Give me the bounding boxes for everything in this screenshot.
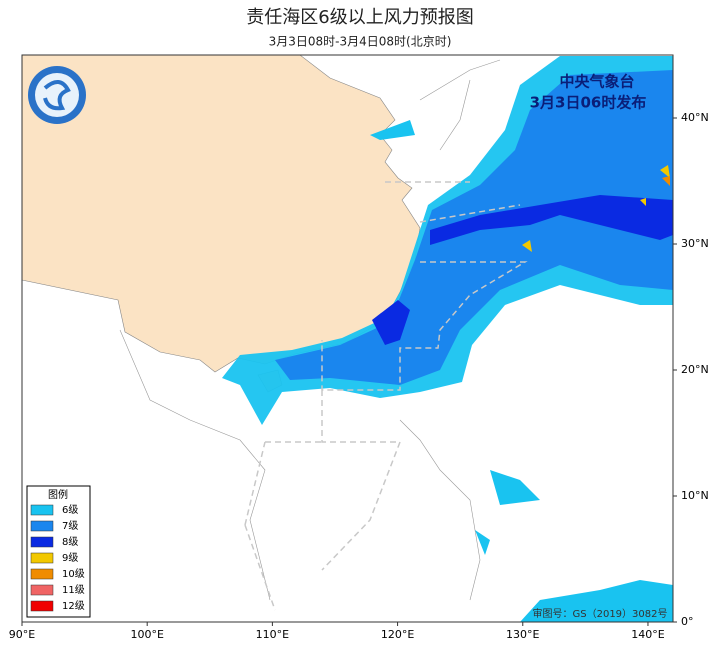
x-tick-label: 140°E <box>631 628 664 641</box>
legend-swatch <box>30 584 54 596</box>
wind-zone-10 <box>662 176 670 186</box>
x-tick-label: 90°E <box>9 628 35 641</box>
map-frame <box>21 54 674 623</box>
y-tick-label: 0° <box>681 615 694 628</box>
map-body <box>21 54 674 623</box>
legend-label: 10级 <box>62 568 85 580</box>
legend: 图例 6级 7级 8级 9级 10级 11级 12级 <box>26 485 91 618</box>
legend-label: 9级 <box>62 552 78 564</box>
legend-label: 6级 <box>62 504 78 516</box>
legend-swatch <box>30 536 54 548</box>
x-tick-label: 100°E <box>130 628 163 641</box>
legend-swatch <box>30 568 54 580</box>
legend-label: 8级 <box>62 536 78 548</box>
subtitle: 3月3日08时-3月4日08时(北京时) <box>269 35 452 49</box>
logo-core <box>35 73 79 117</box>
x-tick-label: 120°E <box>381 628 414 641</box>
approval-number: 审图号：GS（2019）3082号 <box>533 607 668 620</box>
issue-time: 3月3日06时发布 <box>530 94 647 112</box>
legend-swatch <box>30 520 54 532</box>
legend-swatch <box>30 504 54 516</box>
legend-label: 11级 <box>62 584 85 596</box>
logo-mark <box>43 80 71 111</box>
logo <box>28 66 86 124</box>
sea-area-boundaries <box>244 181 528 611</box>
y-tick-label: 10°N <box>681 489 709 502</box>
wind-zone-8 <box>372 195 673 345</box>
y-tick-label: 30°N <box>681 237 709 250</box>
legend-label: 12级 <box>62 600 85 612</box>
legend-swatch <box>30 552 54 564</box>
y-tick-label: 20°N <box>681 363 709 376</box>
issuer-agency: 中央气象台 <box>559 73 634 91</box>
legend-swatch <box>30 600 54 612</box>
legend-label: 7级 <box>62 520 78 532</box>
other-land <box>119 59 674 601</box>
x-tick-label: 110°E <box>256 628 289 641</box>
legend-title: 图例 <box>48 488 68 501</box>
title: 责任海区6级以上风力预报图 <box>246 7 473 28</box>
axis-ticks: 90°E 100°E 110°E 120°E 130°E 140°E 0° 10°N 20°N 3… <box>9 111 709 641</box>
x-tick-label: 130°E <box>506 628 539 641</box>
y-tick-label: 40°N <box>681 111 709 124</box>
